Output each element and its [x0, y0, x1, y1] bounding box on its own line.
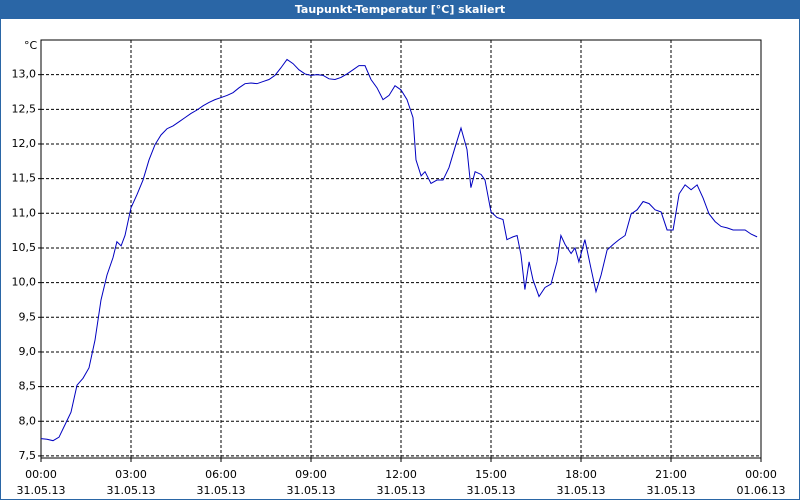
x-tick-date: 01.06.13: [737, 484, 786, 497]
y-tick-label: 13,0: [12, 68, 37, 81]
y-unit: °C: [24, 39, 38, 52]
x-tick-date: 31.05.13: [17, 484, 66, 497]
y-tick-label: 9,5: [19, 310, 37, 323]
y-tick-label: 8,0: [19, 414, 37, 427]
x-tick-date: 31.05.13: [467, 484, 516, 497]
y-tick-label: 11,5: [12, 172, 37, 185]
y-tick-label: 7,5: [19, 449, 37, 462]
x-tick-label: 15:00: [475, 468, 507, 481]
x-tick-date: 31.05.13: [377, 484, 426, 497]
y-tick-label: 12,5: [12, 102, 37, 115]
y-tick-label: 9,0: [19, 345, 37, 358]
x-tick-label: 09:00: [295, 468, 327, 481]
y-tick-label: 11,0: [12, 206, 37, 219]
y-tick-label: 10,0: [12, 276, 37, 289]
x-tick-date: 31.05.13: [287, 484, 336, 497]
x-tick-label: 03:00: [115, 468, 147, 481]
x-tick-date: 31.05.13: [197, 484, 246, 497]
x-tick-label: 12:00: [385, 468, 417, 481]
data-line: [40, 58, 758, 442]
y-tick-label: 10,5: [12, 241, 37, 254]
x-tick-date: 31.05.13: [647, 484, 696, 497]
x-tick-date: 31.05.13: [557, 484, 606, 497]
x-tick-date: 31.05.13: [107, 484, 156, 497]
title-bar: [0, 0, 800, 19]
x-tick-label: 00:00: [25, 468, 57, 481]
chart-title: Taupunkt-Temperatur [°C] skaliert: [295, 3, 505, 16]
y-tick-label: 12,0: [12, 137, 37, 150]
y-tick-label: 8,5: [19, 380, 37, 393]
x-tick-label: 18:00: [565, 468, 597, 481]
x-tick-label: 00:00: [745, 468, 777, 481]
x-tick-label: 21:00: [655, 468, 687, 481]
x-tick-label: 06:00: [205, 468, 237, 481]
